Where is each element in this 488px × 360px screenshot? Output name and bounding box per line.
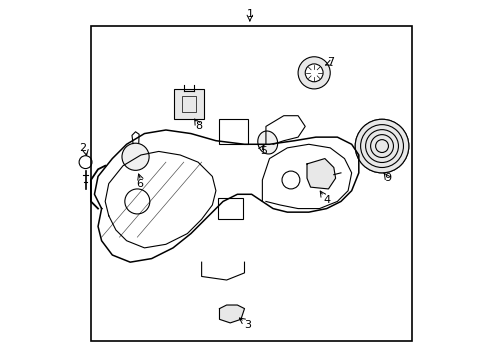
Text: 4: 4 — [323, 195, 329, 204]
Polygon shape — [219, 305, 244, 323]
Text: 3: 3 — [244, 320, 251, 330]
Text: 7: 7 — [326, 57, 333, 67]
Text: 8: 8 — [195, 121, 203, 131]
Bar — [217, 198, 242, 219]
Text: 5: 5 — [260, 147, 267, 157]
Circle shape — [354, 119, 408, 173]
Text: 2: 2 — [80, 143, 86, 153]
Text: 9: 9 — [383, 173, 390, 183]
Bar — [219, 119, 247, 144]
Circle shape — [305, 64, 323, 82]
FancyBboxPatch shape — [173, 89, 204, 119]
Bar — [182, 96, 196, 112]
Polygon shape — [306, 158, 335, 189]
Circle shape — [122, 143, 149, 170]
Ellipse shape — [257, 131, 277, 154]
Text: 6: 6 — [136, 179, 143, 189]
Circle shape — [298, 57, 329, 89]
Text: 1: 1 — [246, 9, 253, 19]
